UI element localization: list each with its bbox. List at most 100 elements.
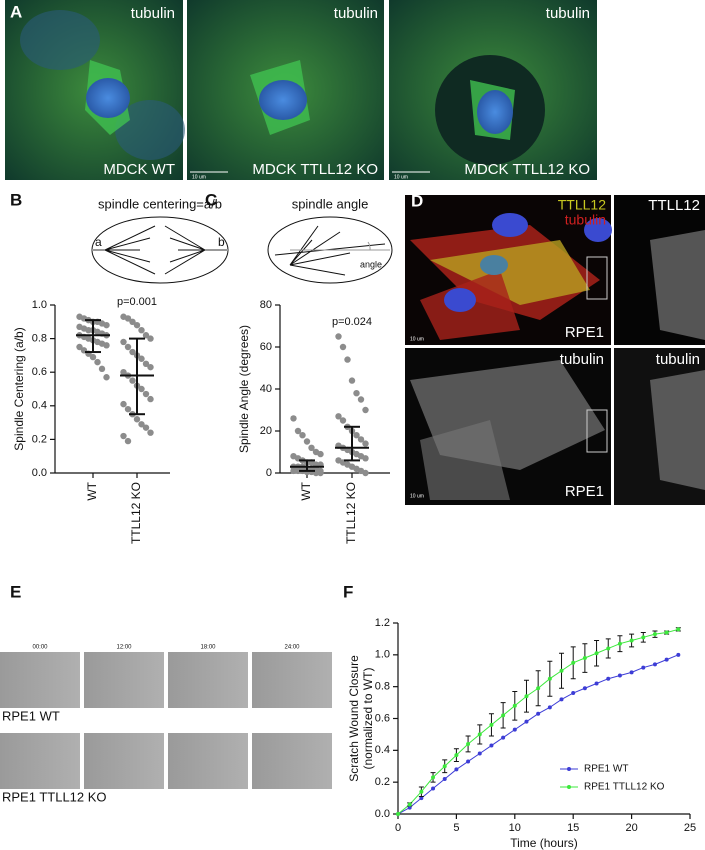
stain-label: tubulin (131, 5, 175, 22)
data-point (124, 437, 132, 445)
data-point (89, 353, 97, 361)
cell-label: MDCK TTLL12 KO (464, 161, 590, 178)
data-point (294, 427, 302, 435)
data-point (339, 417, 347, 424)
data-point (317, 450, 324, 458)
data-point (94, 358, 101, 366)
data-point (138, 327, 145, 334)
data-point (335, 413, 342, 420)
data-point (103, 374, 110, 381)
x-tick-label: 25 (684, 822, 696, 834)
data-point (308, 444, 315, 451)
stain-label: tubulin (565, 212, 606, 228)
data-point (466, 741, 471, 746)
data-point (142, 390, 150, 398)
diagram-title: spindle angle (292, 196, 369, 211)
data-point (547, 705, 552, 710)
time-label: 24:00 (284, 645, 300, 651)
x-tick-label: TTLL12 KO (129, 482, 143, 544)
data-point (147, 335, 154, 342)
cell-label: RPE1 (565, 483, 604, 500)
y-tick-label: 80 (260, 299, 272, 311)
y-tick-label: 0.0 (375, 808, 390, 820)
y-tick-label: 1.0 (32, 299, 47, 311)
data-point (512, 703, 517, 708)
data-point (299, 432, 306, 439)
y-tick-label: 0.4 (375, 744, 390, 756)
cell-label: RPE1 (565, 324, 604, 341)
data-point (512, 727, 517, 732)
data-point (652, 662, 657, 667)
stain-label: tubulin (546, 5, 590, 22)
data-point (641, 635, 646, 640)
data-point (419, 796, 424, 801)
data-point (120, 432, 127, 440)
data-point (536, 711, 541, 716)
data-point (362, 406, 369, 414)
data-point (353, 390, 360, 397)
legend-label: RPE1 WT (584, 764, 628, 775)
cell-label: MDCK WT (103, 161, 175, 178)
y-tick-label: 0.8 (375, 681, 390, 693)
y-axis-title: Scratch Wound Closure (347, 655, 361, 782)
row-label: RPE1 TTLL12 KO (2, 789, 107, 804)
data-point (129, 318, 136, 325)
panel-label: F (343, 582, 353, 601)
data-point (339, 343, 347, 351)
data-point (594, 651, 599, 656)
data-point (120, 338, 127, 346)
data-point (641, 665, 646, 670)
data-point (582, 686, 587, 691)
data-point (442, 776, 447, 781)
data-point (85, 327, 92, 334)
data-point (466, 759, 471, 764)
y-tick-label: 0.2 (375, 776, 390, 788)
panel-e: E 00:00 12:00 18:00 24:00 RPE1 WT RPE1 T… (0, 582, 332, 804)
data-point (362, 440, 369, 447)
data-point (348, 377, 356, 384)
y-tick-label: 60 (260, 341, 272, 353)
y-tick-label: 40 (260, 383, 272, 395)
diagram-label: a (95, 235, 102, 249)
data-point (617, 641, 622, 646)
cell-label: MDCK TTLL12 KO (252, 161, 378, 178)
stain-label: tubulin (656, 351, 700, 368)
row-label: RPE1 WT (2, 708, 60, 723)
legend-label: RPE1 TTLL12 KO (584, 782, 665, 793)
y-tick-label: 1.2 (375, 617, 390, 629)
data-point (477, 732, 482, 737)
y-tick-label: 0.0 (32, 467, 47, 479)
data-point (454, 767, 459, 772)
data-point (138, 355, 145, 362)
data-point (317, 469, 324, 477)
data-point (138, 385, 145, 393)
data-point (559, 697, 564, 702)
data-point (559, 668, 564, 673)
centering-diagram (91, 216, 229, 284)
data-point (664, 630, 669, 635)
data-point (120, 369, 127, 376)
data-point (98, 365, 106, 373)
x-tick-label: 0 (395, 822, 401, 834)
x-tick-label: WT (85, 481, 99, 500)
data-point (362, 469, 369, 477)
data-point (407, 805, 412, 810)
x-tick-label: 20 (625, 822, 637, 834)
y-tick-label: 0.8 (32, 333, 47, 345)
data-point (407, 802, 412, 807)
data-point (124, 315, 132, 322)
data-point (294, 467, 302, 475)
data-point (344, 356, 351, 363)
data-point (606, 676, 611, 681)
data-point (103, 321, 110, 329)
data-point (357, 436, 365, 443)
data-point (676, 652, 681, 657)
data-point (133, 416, 141, 423)
data-point (454, 753, 459, 758)
legend-swatch (567, 767, 571, 771)
panel-d: D TTLL12 tubulin RPE1 10 um TTLL12 tubul… (405, 191, 705, 505)
data-point (594, 681, 599, 686)
data-point (571, 660, 576, 665)
data-point (142, 360, 150, 367)
y-tick-label: 0 (266, 467, 272, 479)
